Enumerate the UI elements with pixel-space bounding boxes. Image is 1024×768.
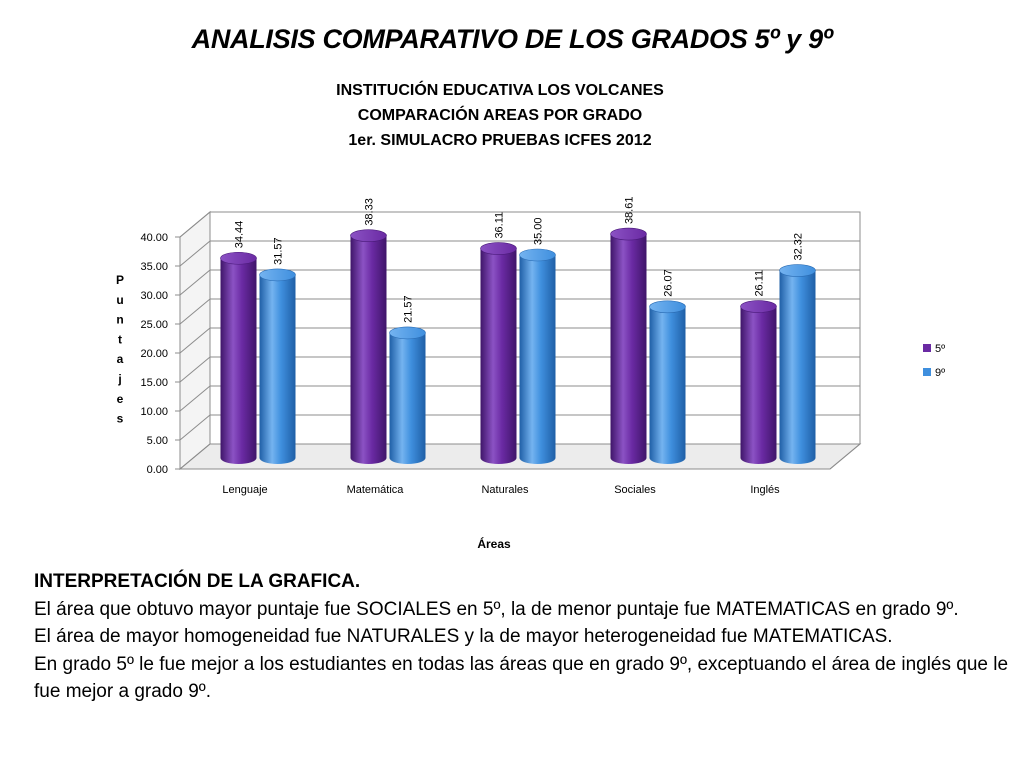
bar-grade5 (740, 306, 777, 464)
y-axis-label-letter: e (117, 392, 124, 406)
bar-top (480, 242, 517, 255)
data-label: 38.61 (624, 197, 636, 225)
legend-label: 5º (935, 343, 945, 355)
y-axis-label-letter: t (118, 332, 122, 346)
x-tick-label: Inglés (750, 484, 780, 496)
bar-grade5 (480, 248, 517, 464)
data-label: 26.11 (754, 270, 766, 297)
gridline (179, 211, 860, 238)
bar-grade5 (220, 258, 257, 464)
y-tick-label: 10.00 (140, 406, 168, 418)
interpretation-paragraph: El área de mayor homogeneidad fue NATURA… (34, 626, 893, 647)
data-label: 21.57 (403, 295, 415, 323)
floor-edge (829, 443, 861, 470)
y-tick-label: 30.00 (140, 290, 168, 302)
y-tick-label: 40.00 (140, 232, 168, 244)
bar-top (350, 229, 387, 242)
interpretation-paragraph: El área que obtuvo mayor puntaje fue SOC… (34, 598, 959, 620)
bar-grade9 (519, 255, 556, 464)
bar-top (779, 264, 816, 277)
y-tick-label: 5.00 (147, 435, 168, 447)
bar-grade9 (389, 332, 426, 464)
interpretation-paragraph: En grado 5º le fue mejor a los estudiant… (34, 653, 1009, 703)
x-axis-label: Áreas (477, 536, 511, 551)
x-tick-label: Lenguaje (222, 484, 267, 496)
y-tick-label: 15.00 (140, 377, 168, 389)
y-axis-label-letter: u (116, 293, 123, 307)
y-tick-label: 20.00 (140, 348, 168, 360)
data-label: 34.44 (234, 221, 246, 249)
bar-grade9 (649, 306, 686, 464)
legend-label: 9º (935, 367, 945, 379)
y-tick-label: 0.00 (147, 464, 168, 476)
bar-grade5 (610, 234, 647, 464)
interpretation-block: INTERPRETACIÓN DE LA GRAFICA. El área qu… (34, 568, 1019, 706)
chart-title-line: INSTITUCIÓN EDUCATIVA LOS VOLCANES (336, 82, 664, 99)
data-label: 31.57 (273, 237, 285, 265)
data-label: 32.32 (793, 233, 805, 261)
bar-top (389, 326, 426, 340)
bar-top (610, 227, 647, 241)
y-axis-label-letter: s (117, 412, 124, 426)
y-axis-label-letter: j (117, 372, 121, 386)
data-label: 26.07 (663, 269, 675, 297)
bar-top (519, 248, 556, 262)
slide-title: ANALISIS COMPARATIVO DE LOS GRADOS 5º y … (191, 24, 833, 54)
chart-title: INSTITUCIÓN EDUCATIVA LOS VOLCANES COMPA… (0, 78, 1000, 153)
chart-title-line: 1er. SIMULACRO PRUEBAS ICFES 2012 (348, 132, 652, 149)
data-label: 38.33 (364, 198, 376, 226)
interpretation-heading: INTERPRETACIÓN DE LA GRAFICA. (34, 571, 361, 592)
y-axis-label-letter: P (116, 273, 124, 287)
x-tick-label: Naturales (481, 484, 529, 496)
legend-swatch (923, 344, 931, 352)
bar-top (220, 251, 257, 265)
bar-top (649, 300, 686, 314)
data-label: 35.00 (533, 217, 545, 245)
y-tick-label: 35.00 (140, 261, 168, 273)
bar-grade9 (259, 274, 296, 464)
y-tick-label: 25.00 (140, 319, 168, 331)
bar-grade5 (350, 235, 387, 464)
bar-top (740, 300, 777, 313)
chart-title-line: COMPARACIÓN AREAS POR GRADO (357, 107, 643, 124)
data-label: 36.11 (494, 212, 506, 239)
bar-chart: 0.00 5.00 10.00 15.00 20.00 25.00 30.00 35.00 40… (116, 197, 945, 551)
y-axis-label-letter: a (117, 352, 124, 366)
x-tick-label: Matemática (347, 484, 405, 496)
bar-grade9 (779, 270, 816, 464)
y-axis-label-letter: n (116, 313, 123, 327)
x-tick-label: Sociales (614, 484, 656, 496)
legend-swatch (923, 368, 931, 376)
bar-top (259, 268, 296, 282)
